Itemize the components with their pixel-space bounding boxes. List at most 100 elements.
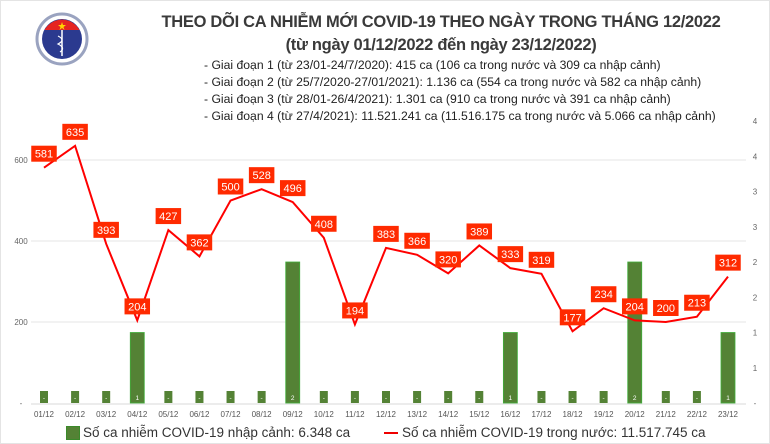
data-label: 204	[128, 301, 146, 313]
bar-imported	[413, 391, 422, 403]
note-phase-4: - Giai đoạn 4 (từ 27/4/2021): 11.521.241…	[204, 109, 716, 123]
data-label: 320	[439, 254, 457, 266]
x-axis-tick: 10/12	[314, 410, 335, 419]
data-label-box	[435, 251, 461, 268]
note-phase-3: - Giai đoạn 3 (từ 28/01-26/4/2021): 1.30…	[204, 92, 671, 106]
data-label: 200	[657, 303, 675, 315]
chart-title: THEO DÕI CA NHIỄM MỚI COVID-19 THEO NGÀY…	[161, 13, 721, 31]
bar-label: -	[198, 395, 200, 402]
data-label: 333	[501, 249, 519, 261]
bar-imported	[129, 332, 145, 404]
bar-label: -	[74, 395, 76, 402]
x-axis-tick: 02/12	[65, 410, 86, 419]
bar-imported	[257, 391, 266, 403]
bar-label: 1	[509, 395, 513, 402]
x-axis-tick: 22/12	[687, 410, 708, 419]
x-axis-tick: 06/12	[189, 410, 210, 419]
x-axis-tick: 23/12	[718, 410, 739, 419]
x-axis-tick: 09/12	[283, 410, 304, 419]
x-axis-tick: 03/12	[96, 410, 117, 419]
data-label: 204	[626, 301, 644, 313]
bar-imported	[475, 391, 484, 403]
data-label-box	[621, 298, 648, 315]
bar-label: -	[354, 395, 356, 402]
x-axis-tick: 08/12	[252, 410, 273, 419]
data-label-box	[404, 232, 430, 249]
x-axis-tick: 13/12	[407, 410, 428, 419]
x-axis-tick: 01/12	[34, 410, 55, 419]
data-label-box	[559, 309, 586, 326]
data-label: 234	[594, 289, 612, 301]
bar-label: -	[261, 395, 263, 402]
bar-imported	[627, 261, 643, 404]
bar-label: -	[385, 395, 387, 402]
data-label-box	[715, 254, 741, 271]
legend-swatch-line	[384, 431, 398, 434]
x-axis-tick: 15/12	[469, 410, 490, 419]
right-axis-tick: 3	[753, 223, 758, 232]
bar-label: -	[696, 395, 698, 402]
left-axis-tick: 400	[14, 237, 28, 246]
bar-imported	[40, 391, 48, 403]
data-label: 528	[252, 170, 270, 182]
bar-label: 2	[291, 395, 295, 402]
right-axis-tick: 2	[753, 293, 758, 302]
bar-imported	[226, 391, 235, 403]
bar-imported	[692, 391, 701, 403]
bar-imported	[568, 391, 577, 403]
data-label: 319	[532, 255, 550, 267]
data-label: 362	[190, 237, 208, 249]
data-label-box	[373, 225, 399, 242]
data-label-box	[528, 251, 555, 268]
left-axis-tick: -	[20, 399, 23, 408]
x-axis-tick: 05/12	[158, 410, 179, 419]
data-label: 213	[688, 298, 706, 310]
bar-imported	[444, 391, 453, 403]
bar-label: -	[665, 395, 667, 402]
bar-imported	[382, 391, 390, 403]
data-label: 393	[97, 225, 115, 237]
bar-label: -	[416, 395, 418, 402]
data-label-box	[31, 145, 57, 162]
right-axis-tick: 4	[753, 117, 758, 126]
x-axis-tick: 16/12	[500, 410, 521, 419]
bar-label: 1	[726, 395, 730, 402]
bar-label: -	[229, 395, 231, 402]
bar-imported	[319, 391, 328, 403]
x-axis-tick: 11/12	[345, 410, 365, 419]
right-axis-tick: -	[754, 399, 757, 408]
bar-label: -	[323, 395, 325, 402]
data-label: 500	[221, 182, 239, 194]
x-axis-tick: 12/12	[376, 410, 397, 419]
bar-label: 1	[135, 395, 139, 402]
x-axis-tick: 14/12	[438, 410, 459, 419]
data-label: 177	[563, 312, 581, 324]
bar-label: -	[478, 395, 480, 402]
x-axis-tick: 17/12	[531, 410, 552, 419]
data-label: 496	[284, 183, 302, 195]
data-label: 408	[315, 219, 333, 231]
x-axis-tick: 18/12	[563, 410, 584, 419]
x-axis-tick: 07/12	[221, 410, 242, 419]
data-label-box	[497, 246, 524, 263]
ministry-of-health-logo	[35, 12, 89, 66]
left-axis-tick: 200	[14, 318, 28, 327]
data-label: 312	[719, 258, 737, 270]
bar-label: 2	[633, 395, 637, 402]
data-label: 427	[159, 211, 177, 223]
data-label-box	[186, 234, 213, 251]
bar-label: -	[43, 395, 45, 402]
data-label: 581	[35, 149, 53, 161]
data-label-box	[124, 298, 151, 315]
line-domestic	[43, 144, 729, 333]
x-axis-tick: 04/12	[127, 410, 148, 419]
data-label-box	[653, 300, 679, 316]
bar-imported	[502, 332, 518, 404]
data-label: 366	[408, 236, 426, 248]
note-phase-1: - Giai đoạn 1 (từ 23/01-24/7/2020): 415 …	[204, 58, 661, 72]
data-label: 383	[377, 229, 395, 241]
right-axis-tick: 3	[753, 188, 758, 197]
legend-item-domestic: Số ca nhiễm COVID-19 trong nước: 11.517.…	[384, 425, 706, 440]
